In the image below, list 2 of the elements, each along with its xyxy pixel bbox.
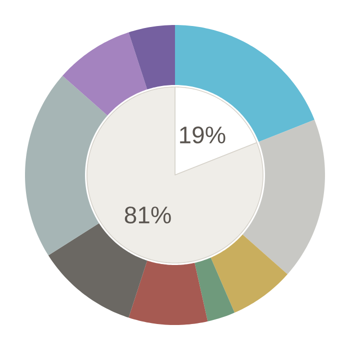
data-label: 81% [124, 206, 171, 224]
data-label: 19% [180, 126, 226, 144]
